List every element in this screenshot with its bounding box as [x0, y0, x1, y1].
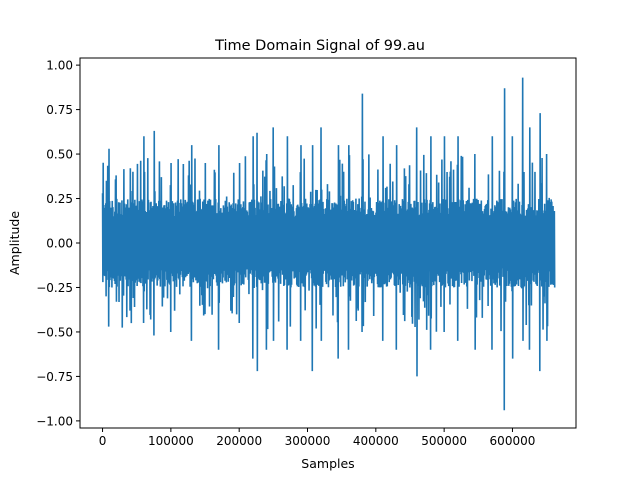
chart-title: Time Domain Signal of 99.au	[214, 38, 425, 54]
x-axis-label: Samples	[301, 456, 354, 471]
plot-area	[101, 77, 556, 411]
y-tick-label: 1.00	[46, 59, 73, 73]
y-tick-label: 0.25	[46, 192, 73, 206]
signal-line	[101, 77, 556, 411]
x-tick-label: 300000	[285, 434, 331, 448]
x-tick-label: 600000	[490, 434, 536, 448]
x-tick-label: 500000	[421, 434, 467, 448]
y-tick-label: −0.75	[36, 370, 73, 384]
y-tick-label: −1.00	[36, 414, 73, 428]
y-tick-label: 0.50	[46, 148, 73, 162]
y-axis-label: Amplitude	[7, 211, 22, 275]
x-axis-ticks: 0 100000 200000 300000 400000 500000 600000	[99, 428, 536, 448]
y-tick-label: 0.75	[46, 103, 73, 117]
y-tick-label: −0.50	[36, 325, 73, 339]
y-tick-label: −0.25	[36, 281, 73, 295]
y-tick-label: 0.00	[46, 237, 73, 251]
y-axis-ticks: 1.00 0.75 0.50 0.25 0.00 −0.25 −0.50 −0.75 −1.00	[36, 59, 80, 428]
x-tick-label: 200000	[216, 434, 262, 448]
x-tick-label: 100000	[148, 434, 194, 448]
x-tick-label: 0	[99, 434, 107, 448]
x-tick-label: 400000	[353, 434, 399, 448]
